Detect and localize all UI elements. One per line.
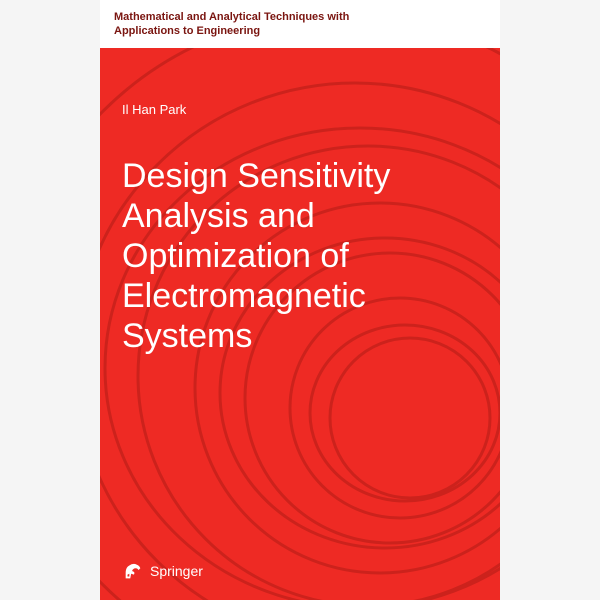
book-title: Design Sensitivity Analysis and Optimiza…: [122, 156, 470, 357]
series-banner: Mathematical and Analytical Techniques w…: [100, 0, 500, 48]
cover-main: Il Han Park Design Sensitivity Analysis …: [100, 48, 500, 600]
book-cover: Mathematical and Analytical Techniques w…: [100, 0, 500, 600]
series-title: Mathematical and Analytical Techniques w…: [114, 10, 349, 39]
publisher-block: Springer: [122, 560, 203, 582]
springer-horse-icon: [122, 560, 144, 582]
publisher-name: Springer: [150, 563, 203, 579]
author-name: Il Han Park: [122, 102, 186, 117]
